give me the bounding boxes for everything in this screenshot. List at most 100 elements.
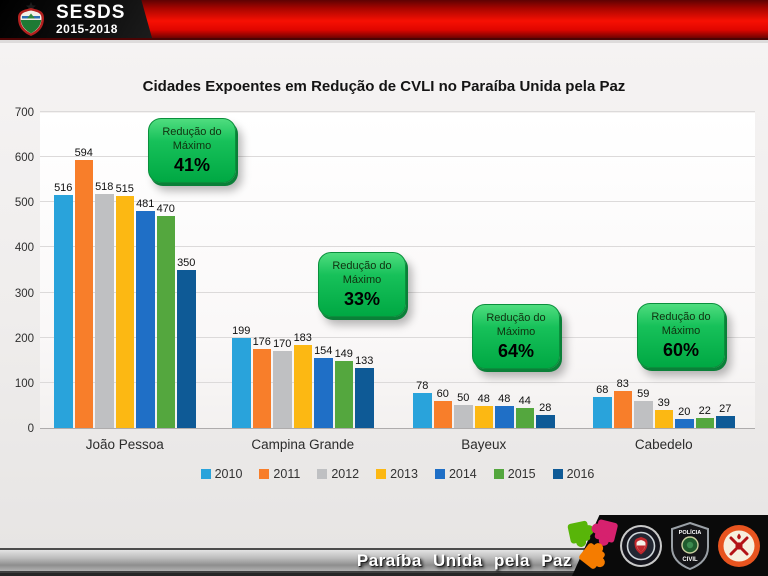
callout-percentage: 33% bbox=[343, 288, 381, 309]
legend-label: 2011 bbox=[273, 467, 301, 481]
bar-cell: 154 bbox=[314, 345, 333, 428]
bombeiros-badge-icon bbox=[718, 524, 760, 567]
bar-cell: 518 bbox=[95, 181, 114, 428]
gridline bbox=[40, 156, 755, 158]
bar-value-label: 176 bbox=[252, 335, 271, 348]
footer-banner: Paraíba Unida pela Paz bbox=[0, 548, 592, 573]
bar-cell: 44 bbox=[515, 395, 534, 428]
bar-group-campina-grande: 199 176 170 183 154 149 133 bbox=[232, 325, 374, 428]
callout-percentage: 60% bbox=[662, 339, 700, 360]
reduction-callout: Redução do Máximo 60% bbox=[637, 303, 725, 368]
legend: 2010 2011 2012 2013 2014 2015 2016 bbox=[40, 467, 755, 481]
bar-value-label: 516 bbox=[54, 182, 73, 195]
bar-value-label: 149 bbox=[334, 347, 353, 360]
policia-militar-badge-icon bbox=[620, 524, 662, 567]
y-axis-tick-label: 500 bbox=[14, 197, 34, 210]
y-axis-tick-label: 100 bbox=[14, 377, 34, 390]
bar-cell: 133 bbox=[355, 355, 374, 428]
bar-2016 bbox=[355, 367, 374, 428]
bar-cell: 594 bbox=[74, 147, 93, 428]
callout-label: Redução do Máximo bbox=[651, 311, 711, 337]
legend-item-2015: 2015 bbox=[493, 467, 536, 481]
bar-cell: 149 bbox=[334, 347, 353, 428]
bar-cell: 60 bbox=[433, 387, 452, 428]
bar-cell: 39 bbox=[654, 397, 673, 428]
bar-cell: 481 bbox=[136, 198, 155, 428]
chart-title: Cidades Expoentes em Redução de CVLI no … bbox=[142, 78, 626, 95]
bar-2016 bbox=[716, 415, 735, 428]
legend-item-2014: 2014 bbox=[434, 467, 477, 481]
x-axis-category-label: Campina Grande bbox=[251, 437, 355, 452]
bar-2010 bbox=[593, 397, 612, 428]
bar-value-label: 20 bbox=[678, 405, 691, 418]
bar-2010 bbox=[232, 338, 251, 428]
bar-cell: 170 bbox=[273, 338, 292, 428]
reduction-callout: Redução do Máximo 41% bbox=[148, 118, 236, 183]
paraiba-coat-of-arms-icon bbox=[18, 2, 44, 36]
bar-value-label: 60 bbox=[436, 387, 449, 400]
reduction-callout: Redução do Máximo 64% bbox=[472, 304, 560, 369]
bar-2012 bbox=[95, 194, 114, 428]
bar-value-label: 59 bbox=[637, 388, 650, 401]
bar-2016 bbox=[177, 270, 196, 428]
legend-item-2012: 2012 bbox=[317, 467, 359, 481]
y-axis-tick-label: 700 bbox=[14, 107, 34, 119]
legend-item-2010: 2010 bbox=[200, 467, 242, 481]
legend-swatch bbox=[259, 469, 270, 479]
gridline bbox=[40, 246, 755, 248]
bar-value-label: 481 bbox=[136, 197, 155, 210]
bar-group-cabedelo: 68 83 59 39 20 22 27 bbox=[593, 378, 735, 428]
legend-swatch bbox=[376, 469, 387, 479]
legend-label: 2013 bbox=[390, 467, 418, 481]
puzzle-pieces-icon bbox=[567, 519, 618, 569]
bar-value-label: 199 bbox=[232, 325, 251, 338]
gridline bbox=[40, 201, 755, 203]
bar-cell: 183 bbox=[293, 332, 312, 428]
bar-value-label: 518 bbox=[95, 181, 114, 194]
bar-value-label: 170 bbox=[273, 338, 292, 351]
svg-text:CIVIL: CIVIL bbox=[682, 557, 698, 563]
footer-slogan: Paraíba Unida pela Paz bbox=[356, 550, 572, 570]
bar-cell: 48 bbox=[474, 393, 493, 428]
bar-2012 bbox=[273, 351, 292, 428]
legend-swatch bbox=[317, 469, 328, 479]
bar-value-label: 154 bbox=[314, 345, 333, 358]
bar-cell: 350 bbox=[177, 257, 196, 428]
bar-cell: 516 bbox=[54, 182, 73, 428]
bar-value-label: 27 bbox=[719, 402, 732, 415]
callout-percentage: 41% bbox=[173, 154, 211, 175]
bar-value-label: 470 bbox=[156, 202, 175, 215]
bar-2010 bbox=[54, 195, 73, 428]
legend-swatch bbox=[200, 469, 211, 479]
bar-value-label: 78 bbox=[416, 379, 429, 392]
bar-2014 bbox=[675, 418, 694, 428]
bar-2015 bbox=[695, 418, 714, 428]
bar-value-label: 44 bbox=[518, 395, 531, 408]
legend-swatch bbox=[434, 469, 445, 479]
bar-2014 bbox=[136, 210, 155, 428]
bar-2016 bbox=[536, 415, 555, 428]
header-black-panel: SESDS 2015-2018 bbox=[0, 0, 152, 38]
legend-item-2016: 2016 bbox=[552, 467, 594, 481]
bar-cell: 78 bbox=[413, 380, 432, 428]
legend-label: 2014 bbox=[448, 467, 477, 481]
bar-cell: 199 bbox=[232, 325, 251, 428]
bar-group-joão-pessoa: 516 594 518 515 481 470 350 bbox=[54, 147, 196, 428]
bar-value-label: 48 bbox=[498, 393, 511, 406]
bar-cell: 48 bbox=[495, 393, 514, 428]
gridline bbox=[40, 381, 755, 383]
bar-value-label: 515 bbox=[115, 182, 134, 195]
y-axis-tick-label: 400 bbox=[14, 242, 34, 255]
bar-group-bayeux: 78 60 50 48 48 44 28 bbox=[413, 380, 555, 428]
y-axis-tick-label: 600 bbox=[14, 152, 34, 165]
bar-2011 bbox=[74, 159, 93, 428]
agency-name: SESDS bbox=[56, 1, 126, 23]
svg-text:POLÍCIA: POLÍCIA bbox=[679, 528, 702, 536]
bar-value-label: 48 bbox=[477, 393, 490, 406]
bar-2014 bbox=[314, 358, 333, 428]
bar-value-label: 39 bbox=[657, 397, 670, 410]
callout-label: Redução do Máximo bbox=[486, 312, 546, 338]
footer-logo-panel: POLÍCIA CIVIL bbox=[572, 515, 768, 576]
header-divider bbox=[0, 40, 768, 43]
